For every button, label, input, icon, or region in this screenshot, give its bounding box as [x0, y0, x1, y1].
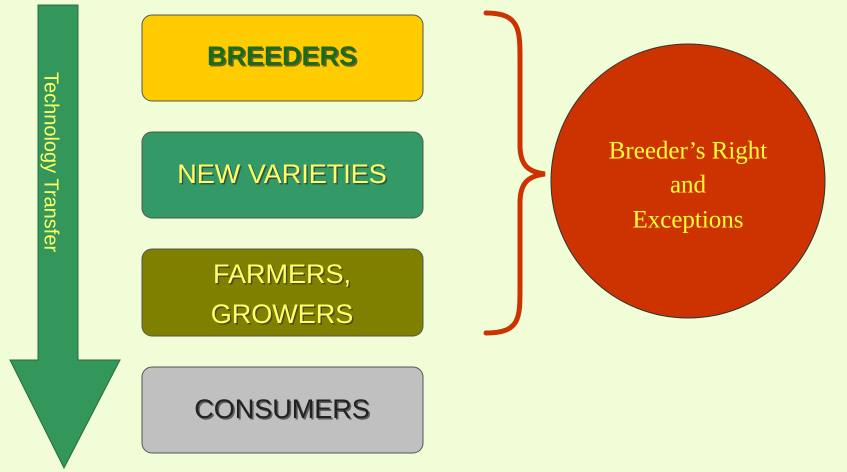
box-label: CONSUMERS	[194, 394, 370, 424]
box-label: NEW VARIETIES	[177, 159, 387, 189]
box	[141, 14, 424, 102]
box	[141, 248, 424, 337]
box	[141, 131, 424, 219]
circle-label: and	[670, 172, 707, 199]
circle-label: Breeder’s Right	[609, 138, 768, 165]
box-label: GROWERS	[211, 299, 354, 329]
rights-circle	[550, 43, 826, 319]
box	[141, 366, 424, 454]
arrow-label: Technology Transfer	[40, 72, 62, 252]
circle-label: Exceptions	[632, 207, 743, 234]
brace	[483, 10, 546, 336]
transfer-arrow	[9, 4, 121, 470]
box-label: BREEDERS	[207, 41, 357, 71]
box-label: FARMERS,	[213, 259, 351, 289]
